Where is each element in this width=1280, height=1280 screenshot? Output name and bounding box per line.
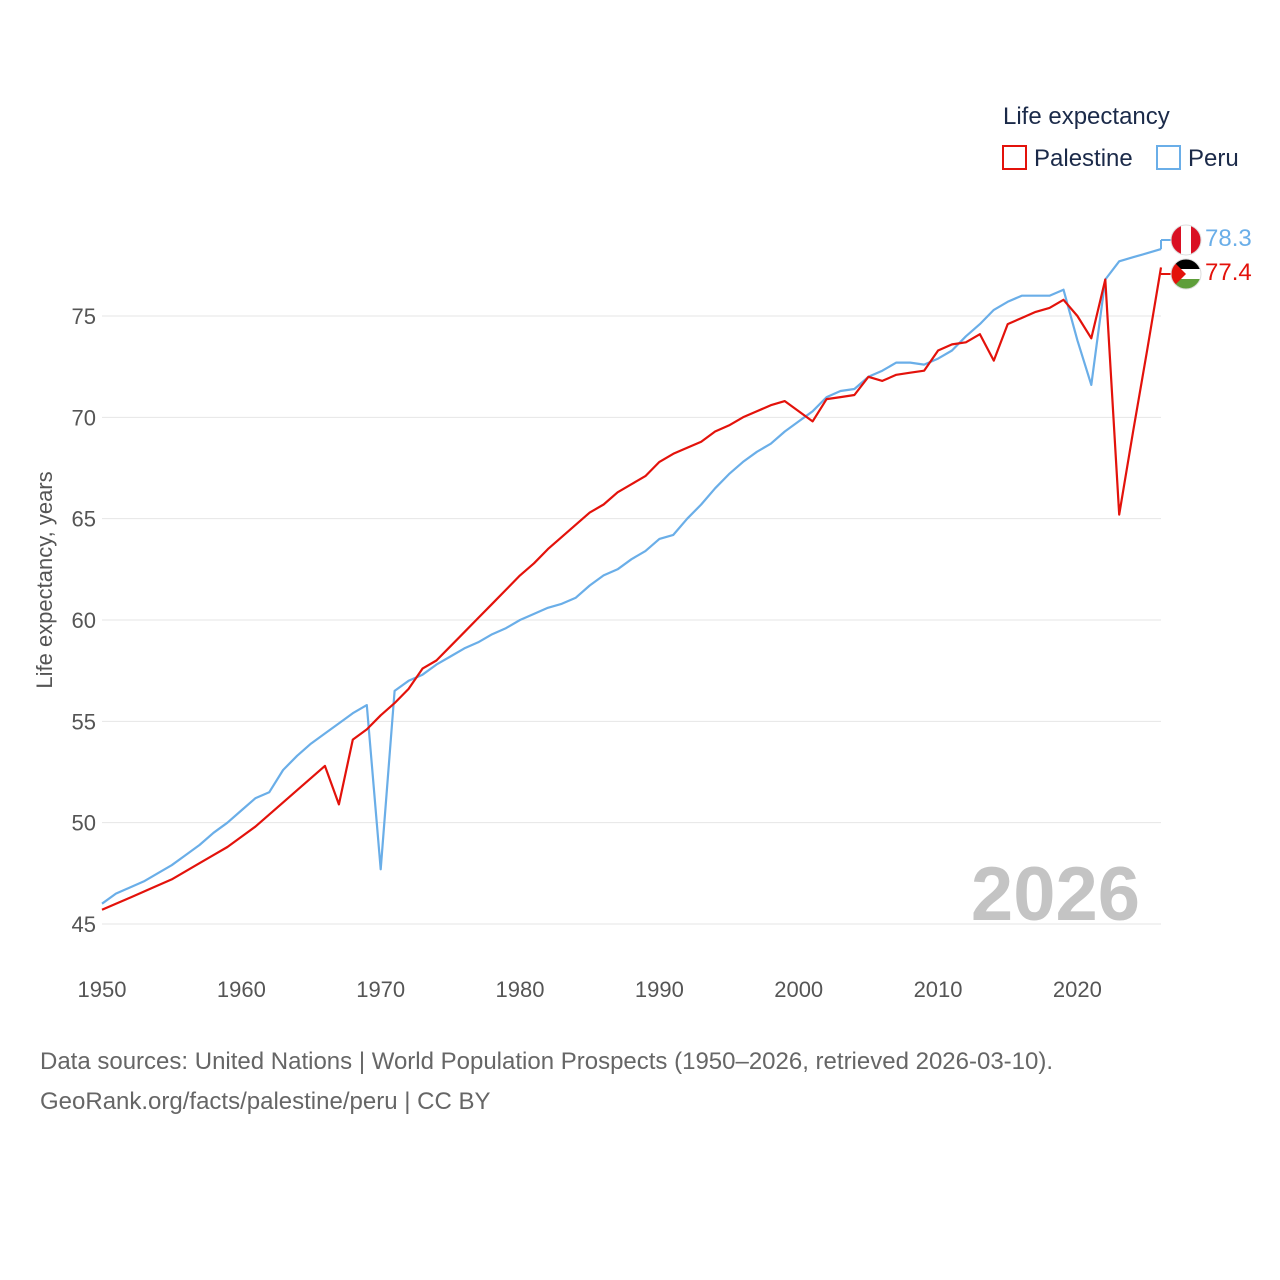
x-tick-label: 1970: [356, 977, 405, 1002]
legend-label-peru: Peru: [1188, 145, 1239, 172]
series-line-peru[interactable]: [101, 248, 1162, 905]
legend-item-palestine[interactable]: Palestine: [1002, 145, 1133, 172]
y-tick-label: 45: [72, 912, 96, 937]
y-tick-label: 75: [72, 304, 96, 329]
x-tick-label: 1980: [496, 977, 545, 1002]
y-axis-label: Life expectancy, years: [32, 471, 57, 688]
series-lines: [101, 248, 1163, 911]
series-line-palestine[interactable]: [101, 267, 1163, 911]
data-sources: Data sources: United Nations | World Pop…: [40, 1048, 1054, 1075]
attribution-link[interactable]: GeoRank.org/facts/palestine/peru | CC BY: [40, 1088, 491, 1115]
peru-flag-icon: [1170, 224, 1202, 256]
end-markers: 78.3 77.4: [1160, 224, 1252, 290]
legend-title: Life expectancy: [1003, 103, 1170, 130]
x-axis-ticks: 1950 1960 1970 1980 1990 2000 2010 2020: [78, 977, 1102, 1002]
y-tick-label: 65: [72, 507, 96, 532]
legend-swatch-palestine: [1002, 145, 1027, 170]
x-tick-label: 1960: [217, 977, 266, 1002]
grid-lines: [102, 315, 1161, 925]
legend-item-peru[interactable]: Peru: [1156, 145, 1239, 172]
legend: Life expectancy Palestine Peru: [1002, 103, 1239, 172]
x-tick-label: 2020: [1053, 977, 1102, 1002]
y-tick-label: 50: [72, 811, 96, 836]
legend-label-palestine: Palestine: [1034, 145, 1133, 172]
year-label: 2026: [971, 852, 1140, 937]
x-tick-label: 2000: [774, 977, 823, 1002]
y-tick-label: 55: [72, 709, 96, 734]
palestine-flag-icon: [1170, 258, 1202, 290]
legend-swatch-peru: [1156, 145, 1181, 170]
footer: Data sources: United Nations | World Pop…: [40, 1042, 1053, 1122]
x-tick-label: 2010: [914, 977, 963, 1002]
peru-end-value: 78.3: [1205, 225, 1252, 252]
x-tick-label: 1990: [635, 977, 684, 1002]
y-tick-label: 60: [72, 608, 96, 633]
y-tick-label: 70: [72, 405, 96, 430]
x-tick-label: 1950: [78, 977, 127, 1002]
y-axis-ticks: 45 50 55 60 65 70 75: [72, 304, 96, 937]
palestine-end-value: 77.4: [1205, 259, 1252, 286]
